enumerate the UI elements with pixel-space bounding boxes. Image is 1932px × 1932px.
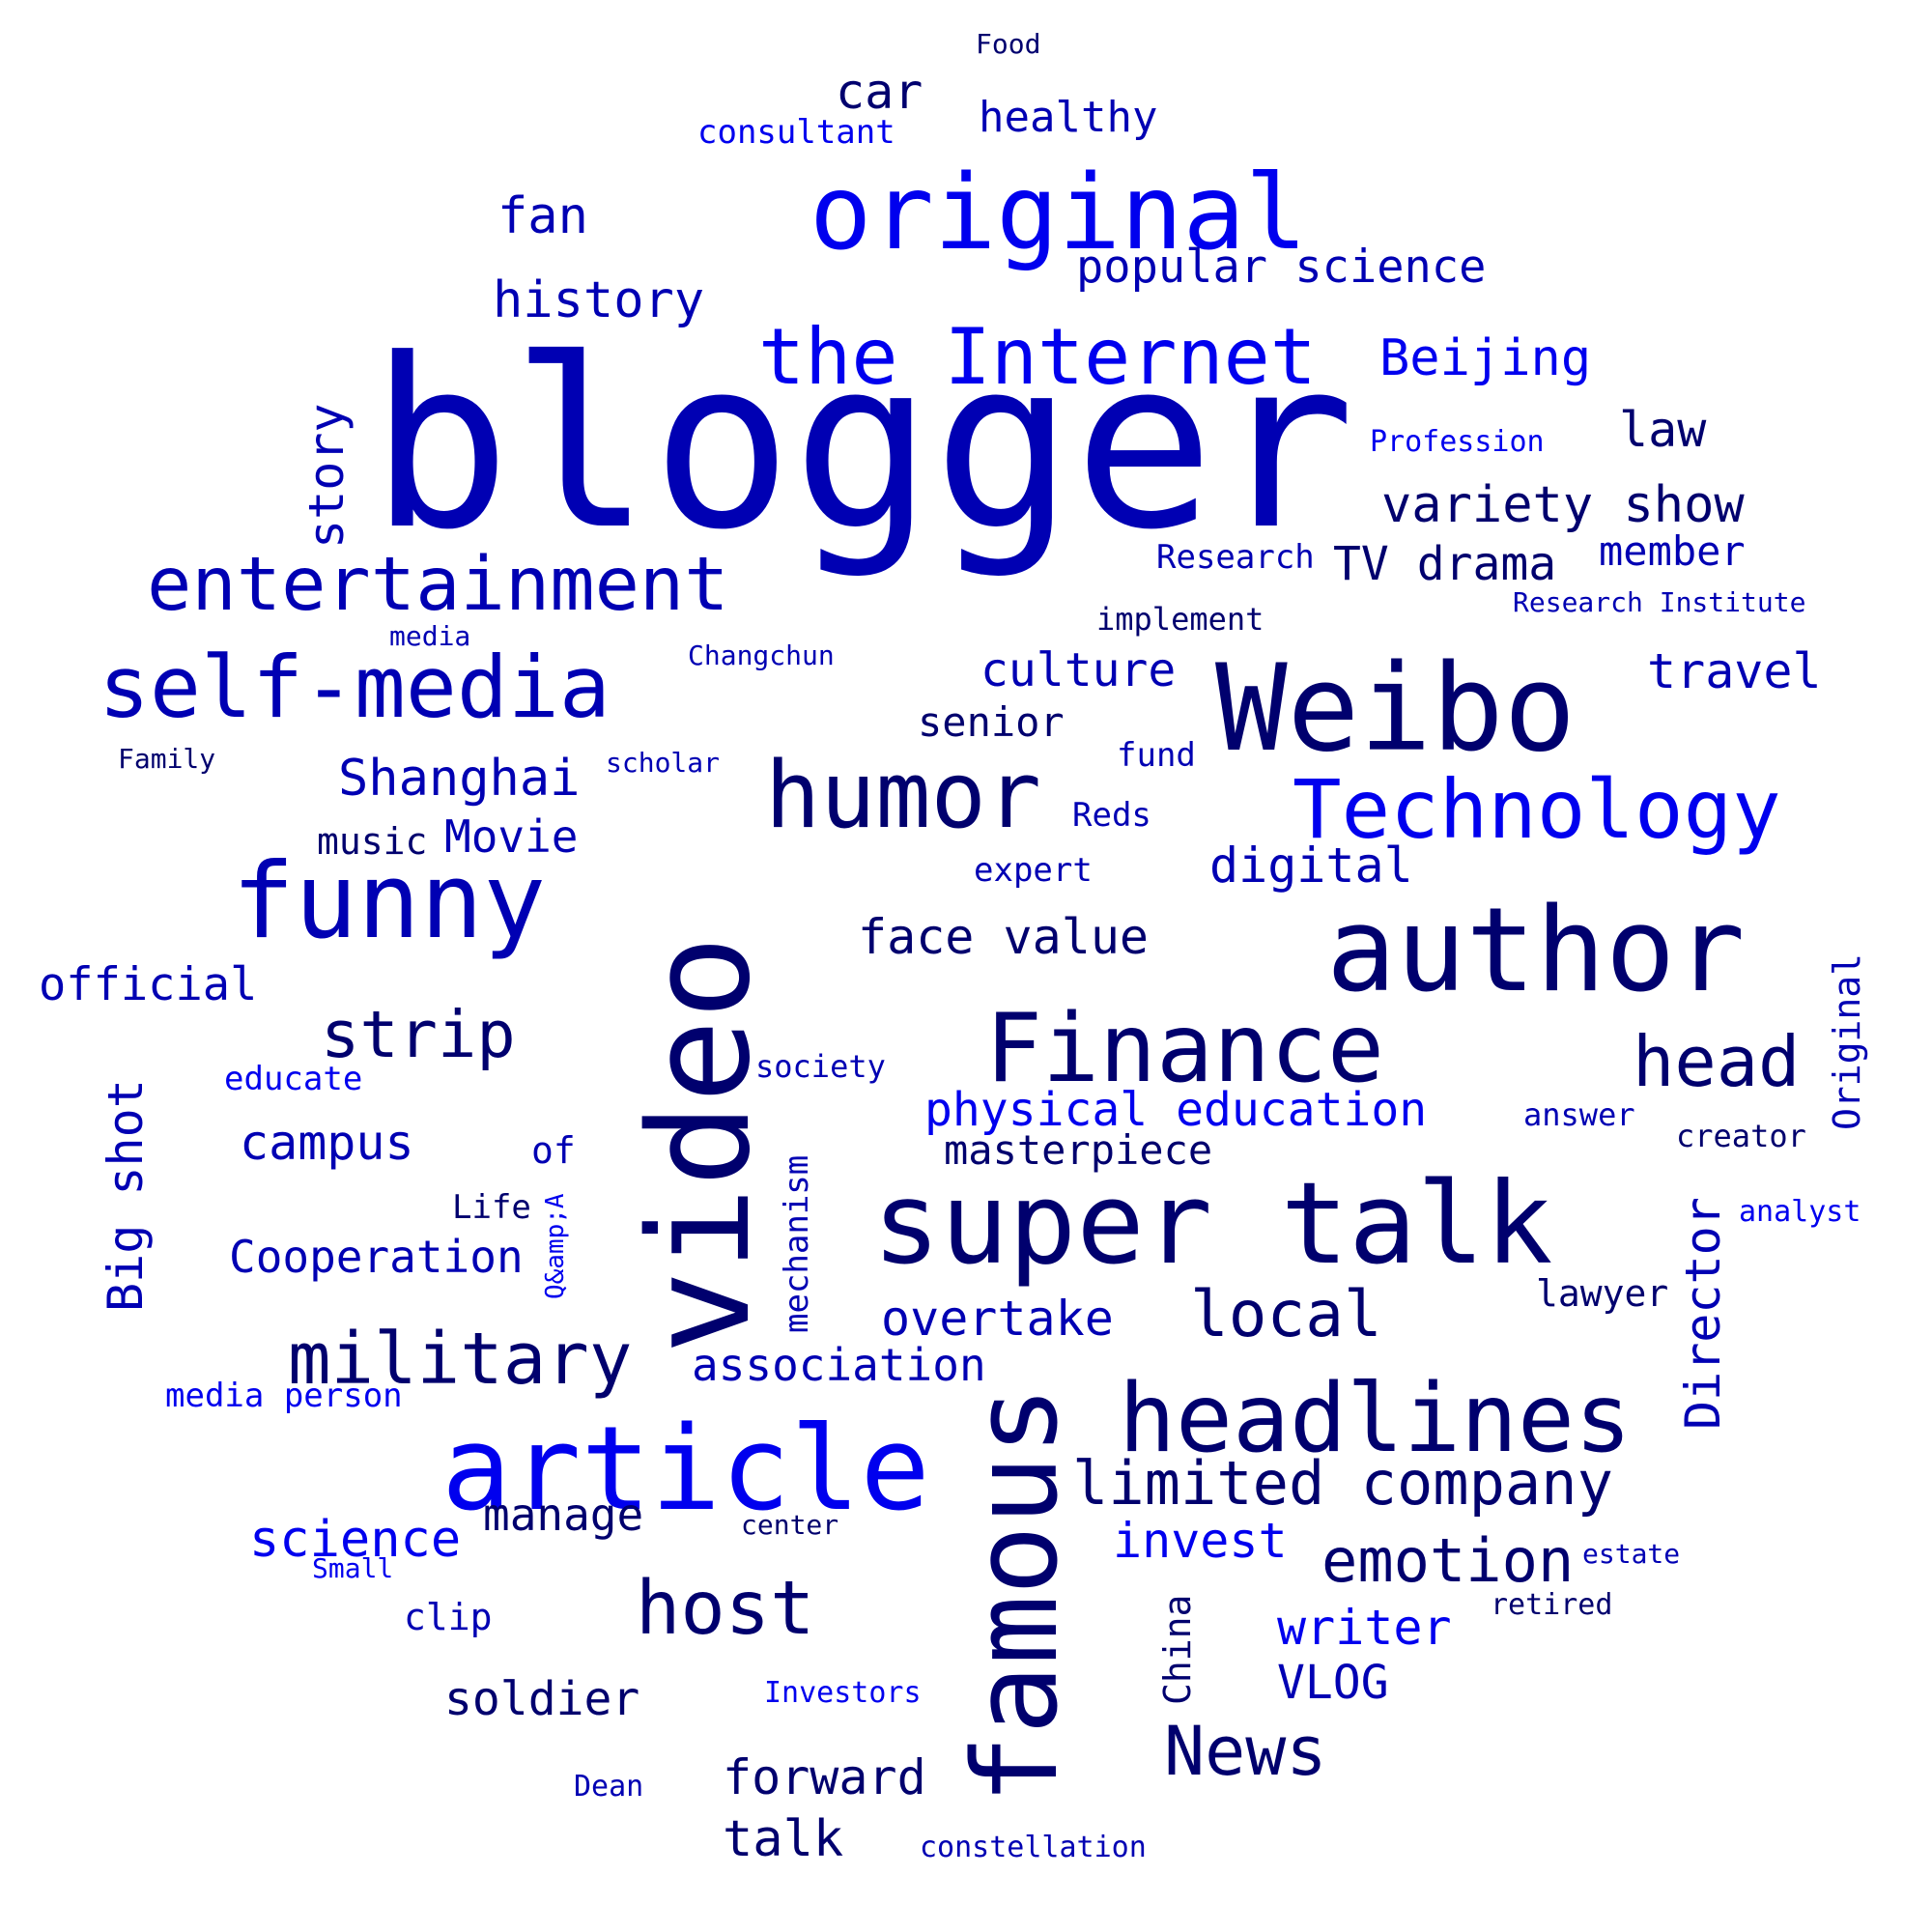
word-funny: funny <box>232 841 547 962</box>
word-research-institute: Research Institute <box>1513 586 1806 618</box>
word-mechanism: mechanism <box>778 1154 816 1333</box>
word-estate: estate <box>1582 1538 1681 1570</box>
word-vlog: VLOG <box>1277 1656 1389 1710</box>
word-official: official <box>39 958 258 1011</box>
word-strip: strip <box>321 997 516 1072</box>
word-variety-show: variety show <box>1381 476 1745 534</box>
word-entertainment: entertainment <box>147 542 729 628</box>
word-head: head <box>1633 1021 1801 1102</box>
word-forward: forward <box>723 1749 926 1805</box>
word-media-person: media person <box>165 1377 403 1415</box>
word-law: law <box>1619 402 1707 458</box>
word-science: science <box>249 1511 462 1569</box>
word-popular-science: popular science <box>1076 241 1487 294</box>
word-media: media <box>389 620 471 652</box>
word-of: of <box>531 1129 576 1172</box>
word-reds: Reds <box>1072 796 1151 835</box>
word-original: original <box>810 154 1308 273</box>
word-lawyer: lawyer <box>1536 1272 1669 1315</box>
word-digital: digital <box>1209 838 1413 894</box>
word-consultant: consultant <box>697 113 895 152</box>
word-writer: writer <box>1277 1600 1452 1656</box>
word-culture: culture <box>980 643 1177 697</box>
word-dean: Dean <box>574 1770 644 1804</box>
word-manage: manage <box>483 1489 644 1541</box>
word-car: car <box>836 64 923 120</box>
word-humor: humor <box>765 743 1041 849</box>
word-analyst: analyst <box>1739 1195 1861 1229</box>
word-face-value: face value <box>858 909 1150 965</box>
word-clip: clip <box>404 1596 493 1638</box>
word-society: society <box>755 1048 886 1085</box>
word-soldier: soldier <box>444 1672 640 1726</box>
word-campus: campus <box>240 1115 414 1171</box>
word-headlines: headlines <box>1119 1364 1633 1474</box>
word-original-small: Original <box>1826 952 1868 1130</box>
word-scholar: scholar <box>606 747 721 779</box>
word-finance: Finance <box>985 994 1385 1104</box>
word-expert: expert <box>974 851 1093 890</box>
word-answer: answer <box>1523 1096 1635 1133</box>
word-music: music <box>317 820 428 863</box>
word-author: author <box>1326 884 1746 1018</box>
word-big-shot: Big shot <box>98 1079 154 1312</box>
word-educate: educate <box>224 1060 363 1098</box>
word-local: local <box>1190 1277 1382 1351</box>
word-research: Research <box>1156 538 1315 577</box>
word-food: Food <box>976 28 1041 60</box>
word-super-talk: super talk <box>872 1157 1553 1290</box>
word-physical-education: physical education <box>924 1083 1428 1137</box>
word-constellation: constellation <box>920 1831 1147 1864</box>
word-limited-company: limited company <box>1072 1448 1613 1519</box>
word-retired: retired <box>1491 1588 1613 1622</box>
word-life: Life <box>452 1188 531 1227</box>
word-profession: Profession <box>1370 425 1545 459</box>
word-member: member <box>1599 527 1746 575</box>
word-cooperation: Cooperation <box>229 1231 524 1283</box>
word-overtake: overtake <box>881 1291 1114 1347</box>
word-director: Director <box>1675 1197 1731 1430</box>
word-changchun: Changchun <box>688 639 835 671</box>
word-beijing: Beijing <box>1379 329 1592 387</box>
word-center: center <box>741 1509 839 1541</box>
word-host: host <box>636 1566 815 1652</box>
word-article: article <box>441 1403 930 1537</box>
word-tv-drama: TV drama <box>1333 537 1557 591</box>
word-famous: famous <box>950 1385 1084 1804</box>
word-the-internet: the Internet <box>758 312 1317 402</box>
word-small: Small <box>312 1552 394 1584</box>
word-blogger: blogger <box>370 309 1355 582</box>
word-story: story <box>298 403 355 549</box>
word-travel: travel <box>1647 643 1822 699</box>
word-news: News <box>1164 1712 1327 1791</box>
word-self-media: self-media <box>99 638 611 737</box>
word-history: history <box>493 271 705 329</box>
word-qa: Q&amp;A <box>541 1193 570 1299</box>
word-fund: fund <box>1117 736 1196 775</box>
word-china: China <box>1156 1594 1199 1705</box>
word-masterpiece: masterpiece <box>944 1126 1213 1174</box>
word-shanghai: Shanghai <box>338 750 581 808</box>
word-weibo: Weibo <box>1215 639 1577 779</box>
word-fan: fan <box>497 187 588 245</box>
word-invest: invest <box>1113 1513 1288 1569</box>
word-military: military <box>288 1318 633 1401</box>
word-emotion: emotion <box>1321 1525 1575 1596</box>
word-creator: creator <box>1676 1118 1806 1154</box>
word-video: video <box>618 935 781 1354</box>
word-association: association <box>692 1339 986 1391</box>
word-investors: Investors <box>764 1676 922 1710</box>
word-talk: talk <box>723 1810 844 1868</box>
word-family: Family <box>118 743 216 775</box>
word-technology: Technology <box>1293 762 1781 857</box>
word-movie: Movie <box>444 810 579 863</box>
word-senior: senior <box>918 698 1065 746</box>
word-implement: implement <box>1096 601 1264 638</box>
word-healthy: healthy <box>979 93 1158 142</box>
